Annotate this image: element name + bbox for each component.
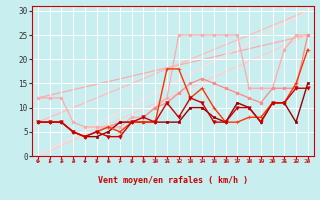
X-axis label: Vent moyen/en rafales ( km/h ): Vent moyen/en rafales ( km/h ) xyxy=(98,176,248,185)
